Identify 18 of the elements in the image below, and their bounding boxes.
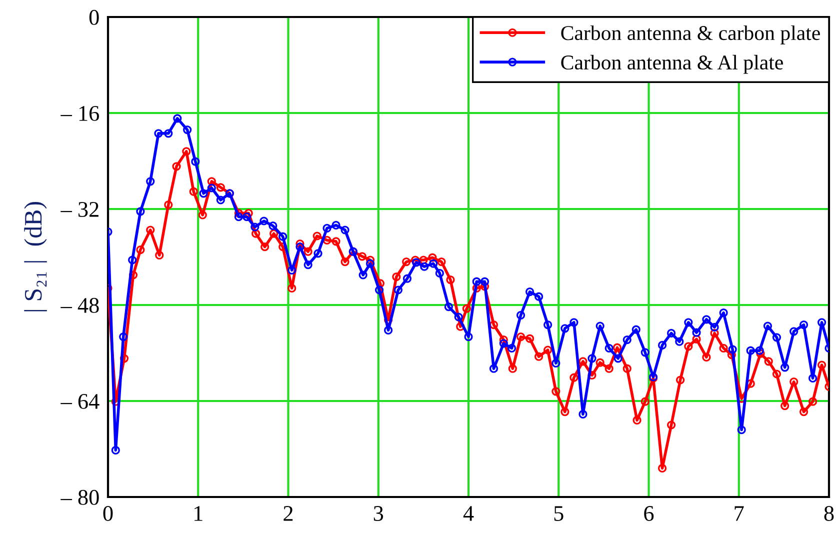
x-tick-label: 1 [194, 506, 202, 521]
legend-label: Carbon antenna & carbon plate [561, 25, 820, 44]
x-tick-label: 3 [374, 506, 384, 521]
x-tick-label: 8 [824, 506, 834, 521]
x-tick-label: 4 [463, 506, 474, 521]
x-tick-label: 6 [644, 506, 654, 521]
x-tick-label: 0 [103, 506, 113, 521]
y-tick-label: – 32 [60, 202, 98, 217]
y-tick-label: – 80 [60, 490, 99, 505]
x-tick-label: 2 [284, 506, 293, 521]
x-tick-label: 7 [734, 506, 744, 521]
y-tick-label: – 48 [60, 298, 99, 313]
y-tick-label: – 16 [60, 106, 100, 121]
legend-label: Carbon antenna & Al plate [561, 54, 783, 74]
x-tick-label: 5 [554, 506, 564, 521]
y-tick-label: 0 [89, 10, 99, 25]
y-tick-label: – 64 [60, 394, 100, 409]
y-axis-title: | S₂₁ | (dB) [24, 202, 47, 312]
